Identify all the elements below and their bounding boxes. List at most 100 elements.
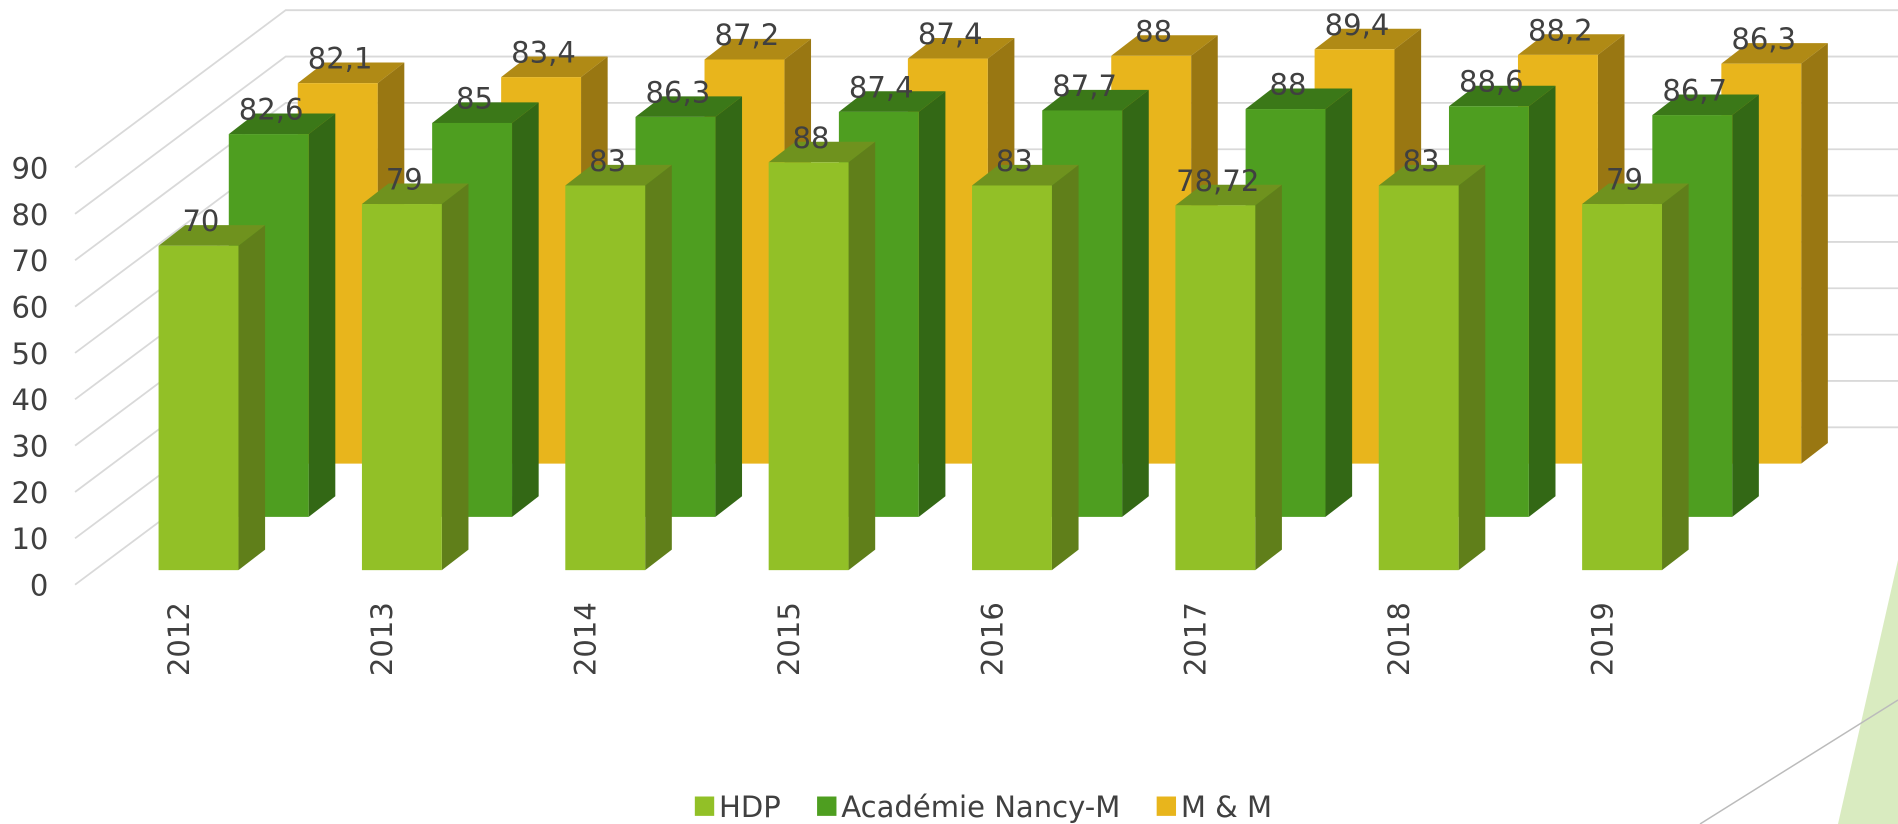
legend-swatch bbox=[694, 796, 715, 816]
plot: 0 10 20 30 40 50 60 70 80 90 82,1 83,4 87,2 87,4 88 89,… bbox=[11, 8, 1898, 824]
bar-top bbox=[635, 96, 743, 117]
bar-top bbox=[1448, 85, 1556, 107]
x-tick-label: 2016 bbox=[975, 602, 1009, 676]
bar-top bbox=[768, 141, 876, 163]
data-label: 87,7 bbox=[1052, 69, 1117, 103]
y-tick-label: 90 bbox=[11, 151, 48, 185]
legend-label: Académie Nancy-M bbox=[841, 790, 1120, 824]
data-label: 87,4 bbox=[849, 70, 914, 104]
bar-side bbox=[1051, 164, 1079, 571]
data-label: 88 bbox=[1135, 14, 1172, 48]
bar bbox=[1175, 205, 1256, 571]
data-label: 79 bbox=[1606, 162, 1643, 196]
legend-label: M & M bbox=[1181, 790, 1272, 824]
bar-top bbox=[1245, 88, 1353, 110]
bar-top bbox=[1175, 184, 1282, 206]
data-label: 86,7 bbox=[1662, 74, 1727, 108]
y-tick-label: 40 bbox=[11, 383, 48, 417]
bar-top bbox=[158, 225, 266, 246]
data-label: 82,1 bbox=[308, 42, 373, 76]
legend: HDP Académie Nancy-M M & M bbox=[694, 790, 1272, 824]
bar-top bbox=[1314, 28, 1422, 50]
data-label: 86,3 bbox=[646, 75, 711, 109]
bar-side bbox=[1732, 94, 1759, 517]
y-tick-label: 70 bbox=[11, 244, 48, 278]
bar-side bbox=[848, 141, 876, 571]
x-tick-label: 2017 bbox=[1179, 602, 1213, 676]
bar-side bbox=[1325, 88, 1353, 517]
bar-side bbox=[238, 225, 266, 571]
bar bbox=[361, 204, 442, 571]
x-tick-label: 2019 bbox=[1585, 602, 1619, 676]
bar bbox=[1582, 204, 1663, 571]
bar-side bbox=[1801, 43, 1828, 464]
x-tick-label: 2014 bbox=[569, 602, 603, 676]
data-label: 78,72 bbox=[1176, 164, 1259, 198]
y-tick-label: 50 bbox=[11, 337, 48, 371]
bar bbox=[972, 185, 1052, 571]
data-label: 86,3 bbox=[1731, 22, 1796, 56]
bar-top bbox=[1111, 35, 1218, 56]
bar-side bbox=[441, 183, 469, 571]
y-tick-label: 80 bbox=[11, 198, 48, 232]
bar-top bbox=[1517, 34, 1625, 55]
bar-top bbox=[501, 56, 608, 78]
bar-side bbox=[1528, 85, 1556, 517]
y-tick-label: 60 bbox=[11, 290, 48, 324]
bar-side bbox=[918, 91, 946, 517]
bar-top bbox=[1378, 164, 1486, 186]
bar-side bbox=[1122, 89, 1149, 517]
bar-side bbox=[645, 164, 672, 571]
y-tick-label: 20 bbox=[11, 476, 48, 510]
x-tick-label: 2012 bbox=[162, 602, 196, 676]
bar-side bbox=[715, 96, 743, 517]
bar-top bbox=[838, 91, 946, 112]
data-label: 79 bbox=[386, 162, 423, 196]
legend-label: HDP bbox=[719, 790, 781, 824]
legend-swatch bbox=[817, 796, 837, 816]
data-label: 88,6 bbox=[1459, 65, 1524, 99]
data-label: 88 bbox=[1269, 68, 1306, 102]
data-label: 70 bbox=[182, 204, 219, 238]
data-label: 89,4 bbox=[1325, 8, 1390, 42]
y-tick-label: 0 bbox=[30, 569, 48, 603]
data-label: 87,2 bbox=[715, 18, 780, 52]
data-label: 83 bbox=[1403, 144, 1440, 178]
bar-top bbox=[361, 183, 469, 205]
data-label: 83,4 bbox=[511, 36, 576, 70]
bar-side bbox=[1255, 184, 1282, 571]
bar-side bbox=[1458, 164, 1486, 571]
bar-top bbox=[1582, 183, 1689, 205]
data-label: 87,4 bbox=[918, 17, 983, 51]
data-label: 82,6 bbox=[239, 93, 304, 127]
bar-top bbox=[1042, 89, 1149, 111]
data-label: 88 bbox=[793, 121, 830, 155]
bar bbox=[565, 185, 646, 571]
x-tick-label: 2015 bbox=[772, 602, 806, 676]
x-tick-label: 2013 bbox=[365, 602, 399, 676]
grid-line bbox=[74, 9, 1898, 169]
bar-top bbox=[704, 38, 812, 60]
bar-top bbox=[297, 62, 405, 84]
decoration bbox=[1699, 699, 1898, 824]
data-label: 83 bbox=[589, 144, 626, 178]
bar-top bbox=[1652, 94, 1759, 116]
bar-side bbox=[1662, 183, 1689, 571]
bar-top bbox=[972, 164, 1079, 186]
bar bbox=[1378, 185, 1459, 571]
bar-top bbox=[228, 113, 336, 135]
bar bbox=[768, 162, 849, 571]
data-label: 85 bbox=[456, 81, 493, 115]
decoration bbox=[1838, 560, 1898, 824]
legend-swatch bbox=[1156, 796, 1177, 816]
bar-top bbox=[565, 164, 672, 186]
data-label: 83 bbox=[996, 144, 1033, 178]
bar-top bbox=[907, 37, 1015, 59]
bar-side bbox=[308, 113, 336, 517]
y-tick-label: 30 bbox=[11, 430, 48, 464]
y-tick-label: 10 bbox=[11, 522, 48, 556]
bar-top bbox=[1721, 43, 1828, 64]
x-tick-label: 2018 bbox=[1382, 602, 1416, 676]
data-label: 88,2 bbox=[1528, 13, 1593, 47]
